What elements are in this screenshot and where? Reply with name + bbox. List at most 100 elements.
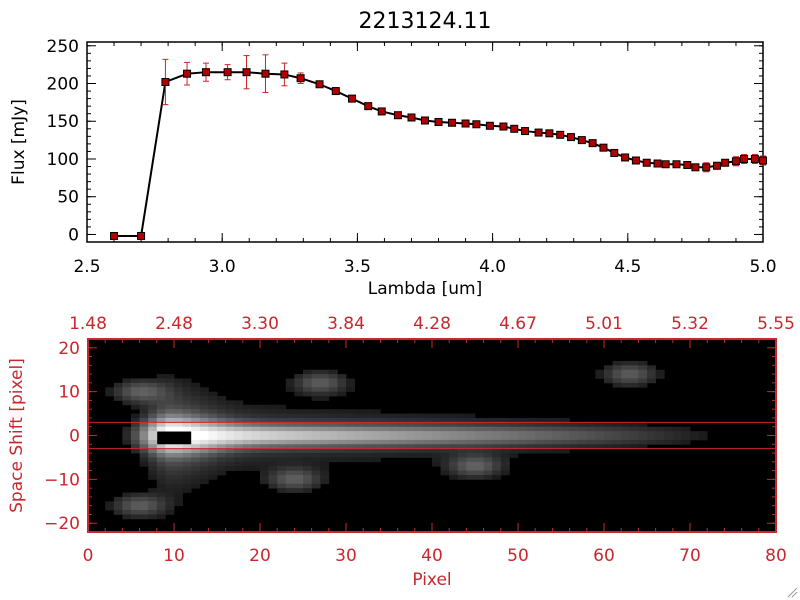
heatmap-cell: [294, 391, 304, 397]
heatmap-cell: [440, 448, 450, 454]
heatmap-cell: [174, 479, 183, 485]
data-point: [599, 143, 608, 152]
heatmap-cell: [182, 409, 192, 414]
heatmap-cell: [225, 435, 235, 441]
heatmap-cell: [139, 501, 149, 507]
heatmap-cell: [225, 413, 235, 419]
heatmap-cell: [320, 474, 330, 480]
heatmap-cell: [174, 488, 183, 493]
heatmap-cell: [500, 457, 510, 463]
heatmap-cell: [483, 474, 493, 480]
heatmap-cell: [578, 444, 588, 450]
heatmap-cell: [311, 479, 321, 485]
y-tick-label: 200: [47, 75, 79, 95]
heatmap-cell: [612, 444, 622, 450]
heatmap-cell: [294, 382, 304, 388]
heatmap-cell: [260, 470, 269, 476]
heatmap-cell: [621, 439, 631, 445]
heatmap-cell: [328, 444, 338, 450]
data-point: [683, 161, 692, 170]
heatmap-cell: [311, 387, 321, 393]
heatmap-cell: [475, 439, 484, 445]
heatmap-cell: [303, 444, 312, 450]
heatmap-cell: [535, 435, 545, 441]
heatmap-cell: [199, 448, 209, 454]
heatmap-cell: [414, 444, 424, 450]
heatmap-cell: [208, 404, 218, 410]
x-tick-label: 40: [421, 546, 443, 566]
heatmap-cell: [268, 435, 278, 441]
heatmap-cell: [337, 448, 347, 454]
heatmap-cell: [294, 422, 304, 428]
data-point: [510, 124, 519, 133]
heatmap-cell: [234, 461, 244, 467]
data-point: [759, 156, 767, 165]
heatmap-cell: [311, 413, 321, 419]
heatmap-cell: [260, 435, 269, 441]
heatmap-cell: [475, 426, 484, 432]
heatmap-cell: [131, 492, 140, 498]
heatmap-cell: [311, 417, 321, 423]
heatmap-cell: [294, 439, 304, 445]
heatmap-cell: [397, 453, 407, 458]
heatmap-cell: [354, 409, 364, 414]
heatmap-cell: [380, 431, 390, 436]
heatmap-cell: [664, 435, 674, 441]
data-point: [434, 118, 443, 126]
y-tick-label: −20: [44, 514, 80, 534]
resize-grip-icon[interactable]: [786, 586, 798, 598]
heatmap-cell: [208, 417, 218, 423]
data-point: [545, 129, 554, 138]
heatmap-cell: [466, 417, 476, 423]
heatmap-cell: [174, 496, 183, 502]
heatmap-cell: [242, 431, 252, 436]
heatmap-cell: [156, 453, 166, 458]
heatmap-cell: [449, 426, 459, 432]
heatmap-cell: [148, 466, 158, 471]
heatmap-cell: [320, 417, 330, 423]
heatmap-cell: [457, 417, 467, 423]
heatmap-cell: [303, 453, 312, 458]
heatmap-cell: [509, 422, 519, 428]
heatmap-cell: [199, 457, 209, 463]
heatmap-cell: [156, 374, 166, 379]
heatmap-cell: [148, 378, 158, 384]
heatmap-cell: [397, 431, 407, 436]
heatmap-cell: [294, 378, 304, 384]
heatmap-cell: [234, 457, 244, 463]
heatmap-cell: [638, 365, 648, 371]
heatmap-cell: [182, 444, 192, 450]
heatmap-cell: [191, 466, 201, 471]
spatial-profile-plot: 0 1.48 10 2.48 20 3.30 30 3.84 40 4.28 50 4.67 60 5.0…: [7, 314, 795, 590]
data-point: [421, 116, 429, 125]
heatmap-cell: [199, 409, 209, 414]
heatmap-cell: [199, 439, 209, 445]
heatmap-cell: [251, 453, 261, 458]
heatmap-cell: [208, 422, 218, 428]
heatmap-cell: [303, 435, 312, 441]
heatmap-cell: [328, 409, 338, 414]
heatmap-cell: [268, 439, 278, 445]
heatmap-cell: [277, 409, 287, 414]
top-axis-label: 3.30: [241, 314, 279, 334]
heatmap-cell: [217, 409, 226, 414]
data-point: [364, 102, 373, 111]
heatmap-cell: [552, 431, 562, 436]
heatmap-cell: [174, 457, 183, 463]
heatmap-cell: [285, 483, 295, 489]
heatmap-cell: [148, 387, 158, 393]
heatmap-cell: [234, 422, 244, 428]
heatmap-cell: [604, 422, 613, 428]
heatmap-cell: [363, 453, 373, 458]
heatmap-cell: [303, 483, 312, 489]
heatmap-cell: [380, 417, 390, 423]
heatmap-cell: [561, 435, 570, 441]
heatmap-cell: [363, 457, 373, 463]
heatmap-cell: [234, 426, 244, 432]
heatmap-cell: [156, 382, 166, 388]
heatmap-cell: [191, 400, 201, 406]
heatmap-cell: [561, 422, 570, 428]
top-axis-label: 4.67: [499, 314, 537, 334]
heatmap-cell: [518, 448, 527, 454]
heatmap-cell: [139, 453, 149, 458]
